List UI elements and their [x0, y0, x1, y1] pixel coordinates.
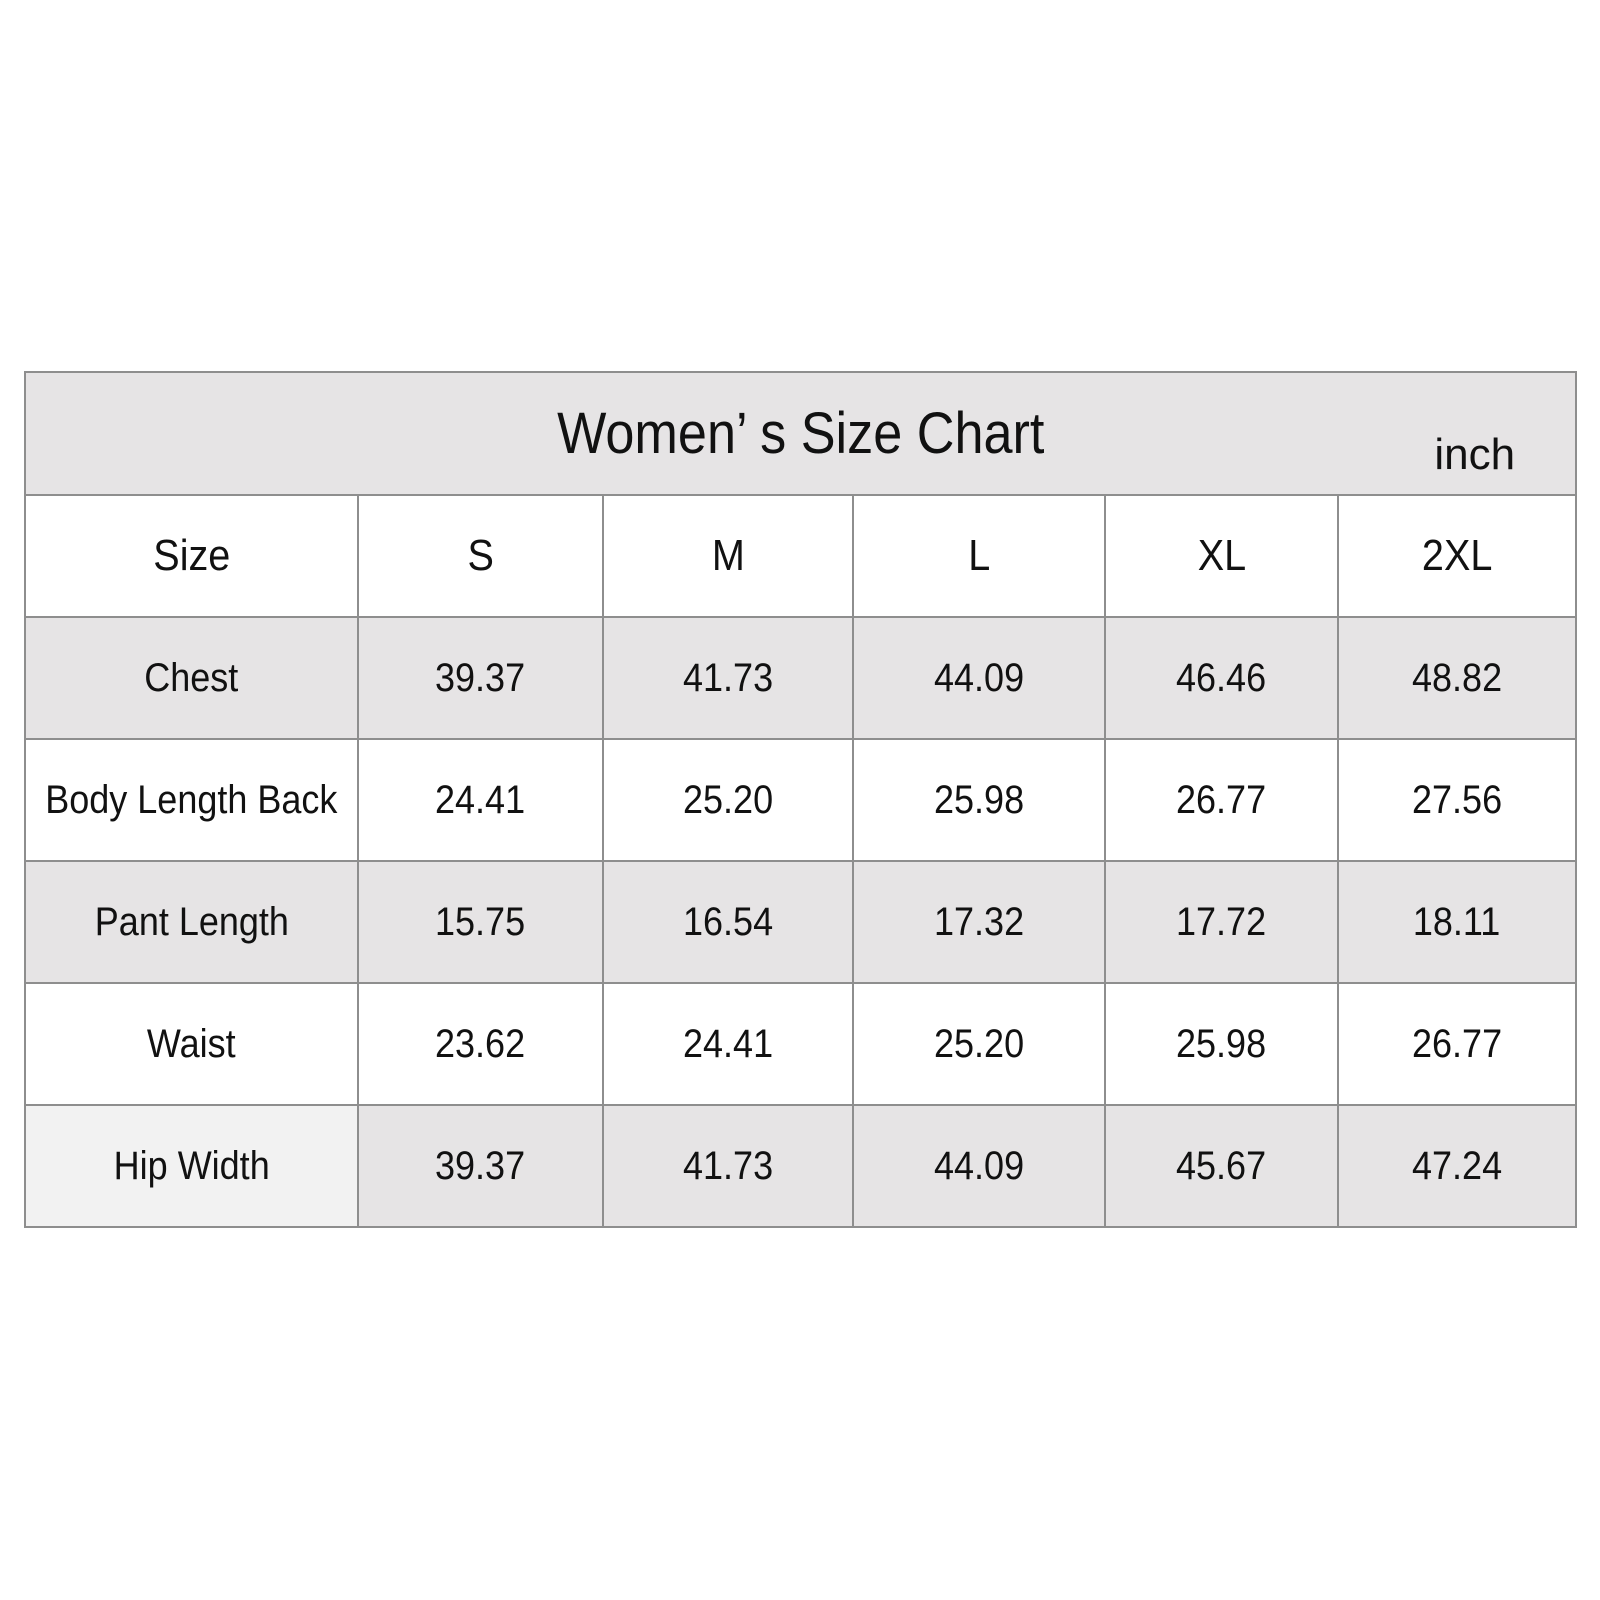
value-cell: 48.82 — [1336, 616, 1578, 740]
value-cell: 25.98 — [852, 738, 1106, 862]
table-row: Waist 23.62 24.41 25.20 25.98 26.77 — [24, 982, 1578, 1106]
cell-value: 44.09 — [933, 1143, 1025, 1188]
row-label-cell: Hip Width — [24, 1104, 359, 1228]
column-label: 2XL — [1421, 531, 1493, 580]
value-cell: 17.32 — [852, 860, 1106, 984]
value-cell: 46.46 — [1104, 616, 1339, 740]
cell-value: 44.09 — [933, 655, 1025, 700]
table-row: Pant Length 15.75 16.54 17.32 17.72 18.11 — [24, 860, 1578, 984]
row-label-cell: Pant Length — [24, 860, 359, 984]
row-label-cell: Chest — [24, 616, 359, 740]
value-cell: 26.77 — [1336, 982, 1578, 1106]
cell-value: 17.32 — [933, 899, 1025, 944]
value-cell: 26.77 — [1104, 738, 1339, 862]
value-cell: 47.24 — [1336, 1104, 1578, 1228]
value-cell: 24.41 — [602, 982, 854, 1106]
column-label: XL — [1197, 531, 1246, 580]
value-cell: 23.62 — [357, 982, 604, 1106]
value-cell: 17.72 — [1104, 860, 1339, 984]
value-cell: 27.56 — [1336, 738, 1578, 862]
row-label: Waist — [147, 1021, 236, 1066]
header-cell-size: Size — [24, 494, 359, 618]
unit-label: inch — [1434, 430, 1516, 479]
column-label: S — [467, 531, 494, 580]
header-row: Size S M L XL 2XL — [24, 494, 1578, 618]
header-cell: L — [852, 494, 1106, 618]
cell-value: 23.62 — [435, 1021, 526, 1066]
cell-value: 45.67 — [1176, 1143, 1267, 1188]
value-cell: 44.09 — [852, 1104, 1106, 1228]
cell-value: 16.54 — [682, 899, 774, 944]
value-cell: 18.11 — [1336, 860, 1578, 984]
cell-value: 15.75 — [435, 899, 526, 944]
value-cell: 44.09 — [852, 616, 1106, 740]
size-chart-table: Women’ s Size Chart inch Size S M L XL 2… — [23, 371, 1578, 1228]
row-label-cell: Waist — [24, 982, 359, 1106]
header-cell: 2XL — [1336, 494, 1578, 618]
header-cell: S — [357, 494, 604, 618]
value-cell: 24.41 — [357, 738, 604, 862]
cell-value: 17.72 — [1176, 899, 1267, 944]
value-cell: 39.37 — [357, 616, 604, 740]
cell-value: 25.20 — [682, 777, 774, 822]
row-label: Pant Length — [94, 899, 289, 944]
cell-value: 25.98 — [1176, 1021, 1267, 1066]
title-row: Women’ s Size Chart inch — [23, 371, 1578, 496]
column-label: L — [967, 531, 991, 580]
cell-value: 25.98 — [933, 777, 1025, 822]
cell-value: 26.77 — [1176, 777, 1267, 822]
cell-value: 47.24 — [1411, 1143, 1503, 1188]
cell-value: 48.82 — [1411, 655, 1503, 700]
cell-value: 24.41 — [435, 777, 526, 822]
value-cell: 25.20 — [602, 738, 854, 862]
value-cell: 16.54 — [602, 860, 854, 984]
cell-value: 26.77 — [1411, 1021, 1503, 1066]
row-label: Chest — [144, 655, 239, 700]
cell-value: 18.11 — [1413, 899, 1501, 944]
cell-value: 46.46 — [1176, 655, 1267, 700]
cell-value: 39.37 — [435, 655, 526, 700]
value-cell: 41.73 — [602, 1104, 854, 1228]
chart-title: Women’ s Size Chart — [556, 401, 1045, 466]
value-cell: 25.98 — [1104, 982, 1339, 1106]
table-row: Body Length Back 24.41 25.20 25.98 26.77 27.5… — [24, 738, 1578, 862]
value-cell: 41.73 — [602, 616, 854, 740]
value-cell: 39.37 — [357, 1104, 604, 1228]
row-label: Hip Width — [113, 1143, 270, 1188]
cell-value: 41.73 — [682, 655, 774, 700]
table-row: Hip Width 39.37 41.73 44.09 45.67 47.24 — [24, 1104, 1578, 1228]
cell-value: 25.20 — [933, 1021, 1025, 1066]
row-label-cell: Body Length Back — [24, 738, 359, 862]
value-cell: 15.75 — [357, 860, 604, 984]
title-cell: Women’ s Size Chart inch — [23, 371, 1578, 496]
header-cell: XL — [1104, 494, 1339, 618]
column-label: M — [711, 531, 745, 580]
cell-value: 27.56 — [1411, 777, 1503, 822]
cell-value: 24.41 — [682, 1021, 774, 1066]
header-cell: M — [602, 494, 854, 618]
value-cell: 45.67 — [1104, 1104, 1339, 1228]
value-cell: 25.20 — [852, 982, 1106, 1106]
cell-value: 41.73 — [682, 1143, 774, 1188]
table-row: Chest 39.37 41.73 44.09 46.46 48.82 — [24, 616, 1578, 740]
cell-value: 39.37 — [435, 1143, 526, 1188]
header-label: Size — [152, 531, 231, 580]
row-label: Body Length Back — [45, 777, 338, 822]
